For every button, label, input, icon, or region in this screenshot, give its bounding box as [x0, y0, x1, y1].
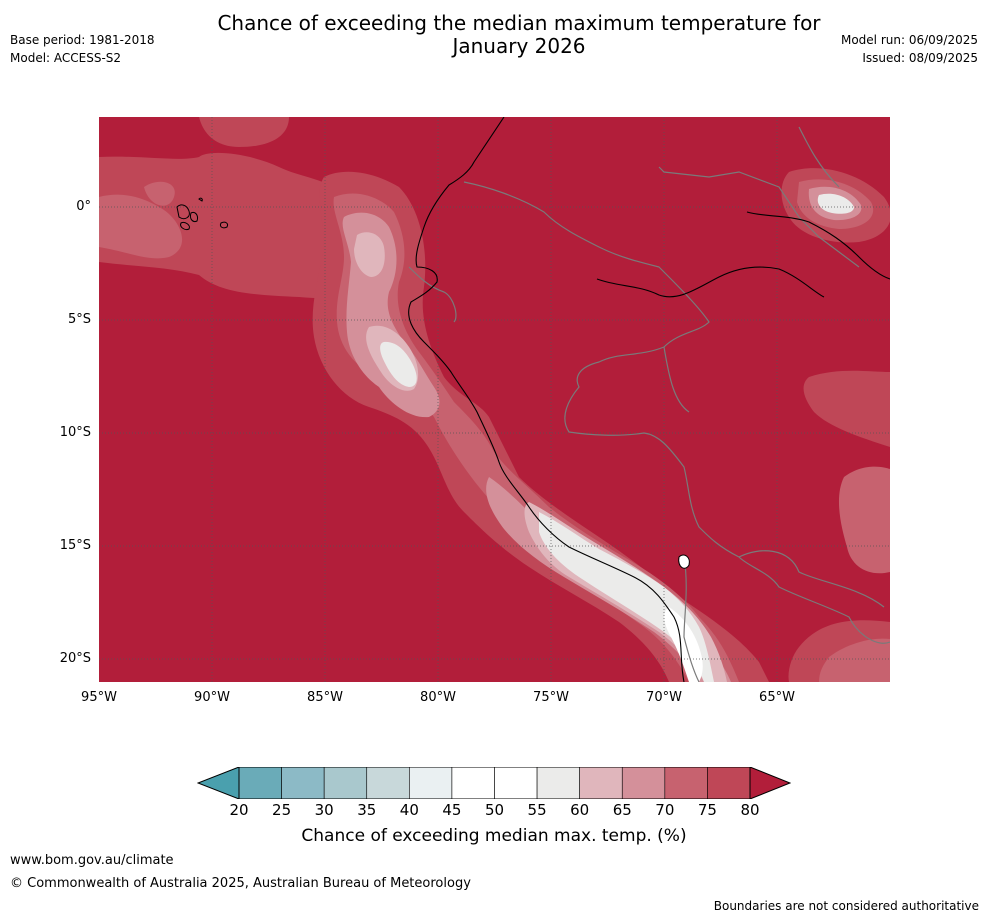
colorbar-tick-label: 25: [272, 801, 292, 819]
lon-label-65w: 65°W: [759, 690, 795, 705]
copyright-text: © Commonwealth of Australia 2025, Austra…: [10, 876, 471, 891]
colorbar-tick-label: 75: [697, 801, 717, 819]
lon-label-85w: 85°W: [307, 690, 343, 705]
lat-label-5s: 5°S: [67, 312, 91, 327]
colorbar-tick-label: 70: [655, 801, 675, 819]
boundaries-disclaimer: Boundaries are not considered authoritat…: [713, 899, 979, 913]
issued-text: Issued: 08/09/2025: [862, 51, 978, 65]
contour-50-coast-b: [664, 607, 703, 682]
meta-right: Model run: 06/09/2025 Issued: 08/09/2025: [841, 31, 978, 67]
website-link[interactable]: www.bom.gov.au/climate: [10, 853, 174, 868]
lat-label-20s: 20°S: [59, 651, 91, 666]
map-title: Chance of exceeding the median maximum t…: [0, 12, 988, 58]
colorbar-cell: [281, 767, 325, 799]
colorbar-tick-label: 20: [229, 801, 249, 819]
colorbar-tick-label: 35: [357, 801, 377, 819]
contour-70-south-east-corner: [819, 638, 890, 682]
lake-titicaca: [678, 554, 690, 569]
galapagos-islands: [176, 197, 228, 230]
colorbar-outline: [238, 767, 751, 799]
colorbar-cell: [409, 767, 453, 799]
colorbar: [197, 767, 791, 799]
colorbar-cell: [366, 767, 410, 799]
contour-55-coast-b: [539, 512, 714, 682]
title-line-1: Chance of exceeding the median maximum t…: [217, 11, 821, 35]
lat-label-0: 0°: [76, 199, 91, 214]
colorbar-tick-label: 45: [442, 801, 462, 819]
colorbar-tick-label: 30: [314, 801, 334, 819]
contour-55-coast-a: [380, 341, 417, 387]
colorbar-tick-label: 60: [570, 801, 590, 819]
lon-label-95w: 95°W: [81, 690, 117, 705]
colorbar-extend-high: [749, 767, 791, 799]
title-line-2: January 2026: [452, 34, 586, 58]
map-area: [99, 117, 890, 682]
coastline: [408, 117, 890, 682]
lon-label-80w: 80°W: [420, 690, 456, 705]
lat-label-10s: 10°S: [59, 425, 91, 440]
model-text: Model: ACCESS-S2: [10, 51, 122, 65]
colorbar-extend-low: [197, 767, 240, 799]
country-borders: [408, 126, 890, 682]
colorbar-tick-label: 55: [527, 801, 547, 819]
colorbar-tick-label: 65: [612, 801, 632, 819]
model-run-text: Model run: 06/09/2025: [840, 33, 978, 47]
base-period-text: Base period: 1981-2018: [10, 33, 155, 47]
meta-left: Base period: 1981-2018 Model: ACCESS-S2: [10, 31, 155, 67]
forecast-map: [99, 117, 890, 682]
contour-70-galapagos-b: [144, 181, 175, 206]
contour-55-east: [817, 193, 854, 214]
colorbar-tick-label: 40: [399, 801, 419, 819]
colorbar-cell: [579, 767, 623, 799]
colorbar-cell: [536, 767, 580, 799]
colorbar-cell: [323, 767, 368, 799]
colorbar-label: Chance of exceeding median max. temp. (%…: [301, 826, 687, 846]
colorbar-cell: [238, 767, 282, 799]
colorbar-cell: [664, 767, 708, 799]
colorbar-cell: [707, 767, 751, 799]
colorbar-cell: [451, 767, 495, 799]
contour-75-southeast: [803, 370, 890, 447]
contour-70-far-east: [838, 466, 890, 574]
lon-label-90w: 90°W: [194, 690, 230, 705]
colorbar-cells: [238, 767, 751, 799]
colorbar-cell: [494, 767, 538, 799]
lon-label-75w: 75°W: [533, 690, 569, 705]
lat-label-15s: 15°S: [59, 538, 91, 553]
colorbar-cell: [621, 767, 666, 799]
contour-70-galapagos: [99, 194, 183, 259]
contour-60-coast-a: [354, 232, 385, 277]
contour-75-north: [199, 117, 289, 147]
graticule: [99, 117, 890, 682]
colorbar-tick-label: 80: [740, 801, 760, 819]
colorbar-tick-label: 50: [484, 801, 505, 819]
lon-label-70w: 70°W: [646, 690, 682, 705]
